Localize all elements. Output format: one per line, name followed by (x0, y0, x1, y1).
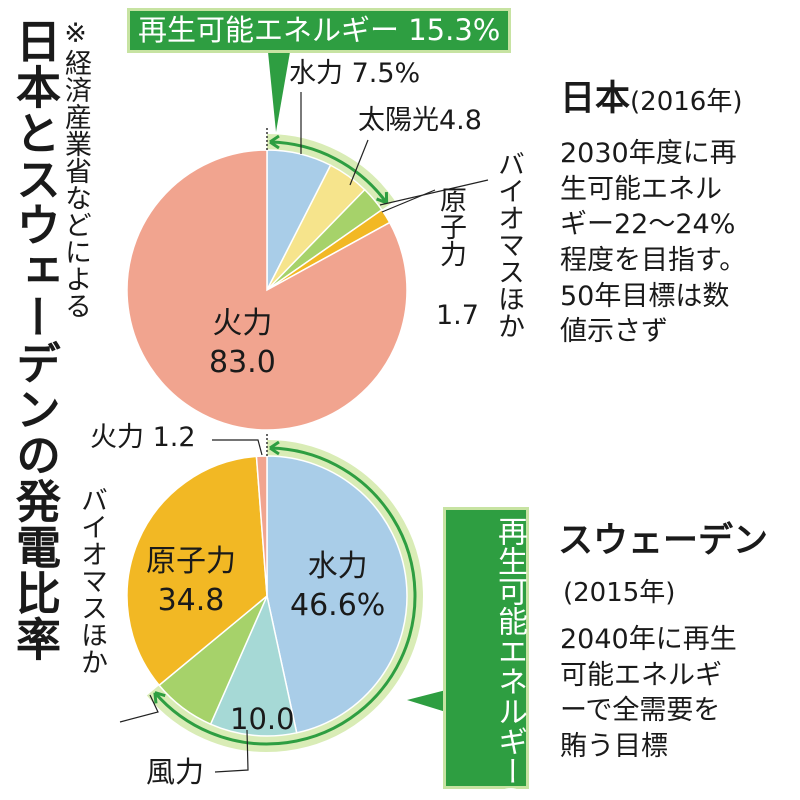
japan-note: 2030年度に再 生可能エネル ギー22〜24% 程度を目指す。 50年目標は数… (560, 138, 747, 348)
sweden-slice-wind (209, 593, 298, 737)
sweden-renewable-arc (153, 446, 417, 746)
sweden-label-wind-value: 10.0 (230, 702, 295, 736)
sweden-label-biomass: バイオマスほか (76, 486, 107, 675)
japan-label-nuclear-name: 原子力 (435, 186, 466, 267)
japan-leader-solar (349, 139, 369, 186)
sweden-label-thermal: 火力 1.2 (90, 422, 196, 453)
sweden-leader-thermal (212, 439, 263, 456)
japan-renewable-banner: 再生可能エネルギー 15.3% (127, 8, 512, 53)
sweden-country: スウェーデン (558, 521, 769, 561)
japan-label-hydro: 水力 7.5% (289, 58, 421, 89)
sweden-banner-pointer (407, 690, 446, 712)
japan-label-solar: 太陽光4.8 (358, 105, 482, 136)
sweden-slice-hydro (266, 455, 408, 734)
sweden-label-nuclear: 原子力 34.8 (146, 542, 236, 620)
japan-renewable-arc (269, 140, 388, 204)
japan-country: 日本 (560, 79, 631, 119)
japan-leader-biomass (379, 179, 489, 206)
sweden-label-wind-name: 風力 (146, 755, 205, 789)
sweden-nuclear-name: 原子力 (146, 544, 236, 579)
sweden-renewable-banner: 再生可能エネルギー64.0% (443, 507, 529, 800)
sweden-slice-nuclear (126, 455, 268, 687)
japan-slice-thermal (126, 149, 408, 431)
figure-title: 日本とスウェーデンの発電比率 (8, 18, 61, 662)
japan-banner-pointer (268, 52, 290, 132)
japan-thermal-value: 83.0 (209, 345, 276, 380)
source-note: ※経済産業省などによる (60, 18, 91, 319)
japan-arrowhead-start (269, 134, 280, 150)
japan-label-thermal: 火力 83.0 (209, 304, 276, 382)
japan-label-nuclear-value: 1.7 (436, 300, 479, 331)
japan-heading: 日本(2016年) (560, 82, 742, 117)
sweden-leader-biomass (119, 694, 159, 723)
japan-year: (2016年) (630, 87, 743, 117)
japan-arrowhead-end (376, 192, 389, 205)
japan-label-biomass: バイオマスほか (493, 150, 524, 339)
sweden-arrowhead-start (269, 440, 280, 456)
sweden-year: (2015年) (563, 578, 676, 608)
sweden-hydro-name: 水力 (307, 549, 368, 584)
sweden-label-hydro: 水力 46.6% (290, 547, 385, 625)
japan-leader-nuclear (381, 189, 436, 213)
japan-thermal-name: 火力 (212, 306, 273, 341)
sweden-nuclear-value: 34.8 (157, 583, 225, 618)
sweden-note: 2040年に再生 可能エネルギ ーで全需要を 賄う目標 (560, 624, 737, 762)
sweden-leader-wind (214, 729, 249, 773)
sweden-arrowhead-end (153, 691, 166, 704)
sweden-hydro-value: 46.6% (290, 588, 386, 623)
